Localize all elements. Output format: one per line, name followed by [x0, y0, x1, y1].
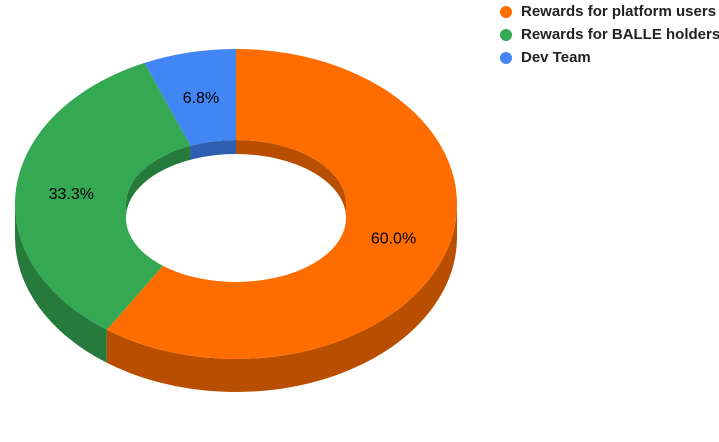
- legend-item-platform-users[interactable]: Rewards for platform users: [500, 0, 719, 23]
- slice-label-rewards-for-balle-holders: 33.3%: [49, 186, 94, 203]
- slice-label-dev-team: 6.8%: [183, 90, 219, 107]
- slice-rewards-for-platform-users[interactable]: [106, 49, 457, 359]
- chart-label-layer: 60.0% 33.3% 6.8%: [49, 90, 417, 248]
- legend-label: Rewards for platform users: [521, 3, 717, 20]
- slice-dev-team[interactable]: [144, 49, 236, 146]
- legend-dot-icon: [500, 51, 512, 64]
- chart-depth-layer: [15, 204, 458, 393]
- legend-dot-icon: [500, 28, 512, 41]
- slice-side-rewards-for-balle-holders: [15, 204, 107, 363]
- legend-label: Rewards for BALLE holders: [521, 26, 719, 43]
- legend-label: Dev Team: [521, 49, 591, 66]
- legend-item-dev-team[interactable]: Dev Team: [500, 46, 719, 69]
- slice-side-rewards-for-platform-users: [106, 204, 458, 393]
- legend-dot-icon: [500, 5, 512, 18]
- legend-item-balle-holders[interactable]: Rewards for BALLE holders: [500, 23, 719, 46]
- donut-hole: [126, 154, 346, 282]
- chart-top-layer: [15, 49, 457, 359]
- chart-legend: Rewards for platform users Rewards for B…: [500, 0, 719, 69]
- slice-label-rewards-for-platform-users: 60.0%: [371, 231, 416, 248]
- slice-rewards-for-balle-holders[interactable]: [15, 62, 191, 330]
